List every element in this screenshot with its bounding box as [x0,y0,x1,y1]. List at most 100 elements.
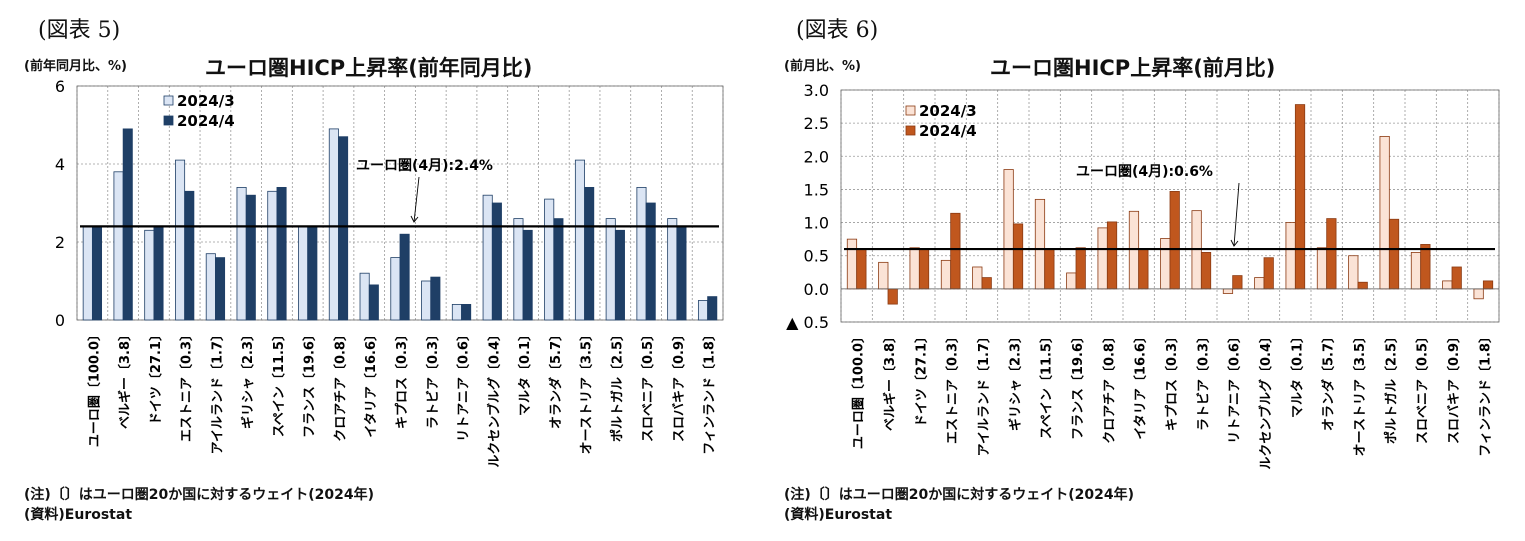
bar-2024-4 [584,186,595,321]
bar-2024-4 [1263,257,1274,290]
reference-arrow-head [1230,239,1239,247]
bar-2024-4 [245,194,256,321]
bar-2024-4 [430,276,441,321]
bar-2024-4 [1420,244,1431,290]
x-tick-label: ラトビア〔0.3〕 [425,328,441,429]
y-tick-label: 0.0 [804,280,829,299]
bar-2024-4 [1012,223,1024,290]
x-tick-label: ユーロ圏〔100.0〕 [86,328,102,447]
x-tick-label: リトアニア〔0.6〕 [1227,330,1243,444]
x-tick-label: クロアチア〔0.8〕 [332,328,348,442]
unit-label: (前年同月比、%) [24,59,127,74]
bar-2024-3 [1473,288,1484,300]
legend-swatch [163,115,174,126]
x-tick-label: スロバキア〔0.9〕 [1446,330,1462,444]
legend-swatch [905,105,916,116]
bar-2024-3 [1379,135,1390,290]
x-tick-label: スロベニア〔0.5〕 [640,328,656,442]
bar-2024-4 [1482,280,1494,290]
x-tick-label: フィンランド〔1.8〕 [702,328,718,455]
x-tick-label: オランダ〔5.7〕 [1321,330,1337,431]
x-tick-label: エストニア〔0.3〕 [945,330,961,444]
bar-2024-4 [91,225,103,321]
bar-2024-4 [1232,275,1243,290]
bar-2024-3 [1222,288,1234,294]
x-tick-label: マルタ〔0.1〕 [517,328,533,416]
x-tick-label: ルクセンブルグ〔0.4〕 [1258,330,1274,470]
legend-label: 2024/4 [177,112,235,130]
x-tick-label: フランス〔19.6〕 [1070,330,1086,440]
bar-2024-3 [205,253,216,321]
x-tick-label: ベルギー〔3.8〕 [882,330,898,431]
x-tick-label: ポルトガル〔2.5〕 [1383,330,1399,444]
bar-2024-4 [276,186,287,321]
x-tick-label: ラトビア〔0.3〕 [1195,330,1211,431]
bar-2024-3 [972,266,983,290]
y-tick-label: 2 [55,233,65,252]
bar-2024-4 [707,296,718,321]
bar-2024-4 [1106,221,1118,290]
bar-2024-3 [1066,272,1077,290]
bar-2024-3 [144,229,155,321]
x-tick-label: オランダ〔5.7〕 [548,328,564,429]
bar-2024-4 [215,257,226,321]
x-tick-label: イタリア〔16.6〕 [1133,330,1149,440]
bar-2024-3 [421,280,432,321]
x-tick-label: クロアチア〔0.8〕 [1101,330,1117,444]
bar-2024-3 [1254,277,1265,290]
bar-2024-4 [1388,218,1400,290]
y-tick-label: 4 [55,155,65,174]
chart-svg-left: 0 2 4 6 ユーロ圏(4月):2.4% 2024/3 2024/4 ユーロ圏〔100.0〕… [55,77,724,468]
bar-2024-4 [153,225,164,321]
bar-2024-3 [1034,198,1046,290]
x-tick-label: スロバキア〔0.9〕 [671,328,687,442]
figure-label: (図表 5) [38,18,121,43]
x-tick-label: ベルギー〔3.8〕 [117,328,133,429]
bar-2024-3 [1285,222,1296,290]
bar-2024-3 [513,218,524,321]
bar-2024-3 [298,225,309,321]
x-tick-label: オーストリア〔3.5〕 [1352,330,1368,456]
bar-2024-3 [482,194,493,321]
x-tick-label: ルクセンブルグ〔0.4〕 [486,328,502,468]
plot-frame [840,89,1500,323]
y-tick-label: 1.0 [804,214,829,233]
x-tick-label: ギリシャ〔2.3〕 [1007,330,1023,431]
x-tick-label: ギリシャ〔2.3〕 [240,328,256,429]
bar-2024-3 [544,198,555,321]
x-tick-label: オーストリア〔3.5〕 [579,328,595,454]
bar-2024-4 [307,225,318,321]
x-tick-label: イタリア〔16.6〕 [363,328,379,438]
y-tick-label: 0 [55,311,65,330]
y-tick-label: 6 [55,77,65,96]
bar-2024-3 [846,238,858,290]
bar-2024-3 [451,303,462,321]
y-tick-label: 0.5 [804,247,829,266]
reference-arrow [1233,182,1240,247]
reference-line-label: ユーロ圏(4月):0.6% [1076,164,1213,180]
bar-2024-3 [605,218,616,321]
bar-2024-3 [1160,238,1171,290]
bar-2024-3 [1003,169,1014,290]
x-tick-label: ユーロ圏〔100.0〕 [851,330,867,449]
bar-2024-4 [981,277,992,290]
bar-2024-3 [667,218,678,321]
bar-2024-4 [1326,218,1337,290]
bar-2024-4 [676,225,687,321]
bar-2024-4 [399,233,410,321]
x-tick-label: ドイツ〔27.1〕 [148,328,164,425]
bar-2024-4 [491,202,502,321]
reference-arrow-head [410,215,419,223]
bar-2024-4 [122,128,133,321]
bar-2024-4 [1138,248,1149,290]
bar-2024-4 [856,248,867,290]
chart-svg-right: 3.0 2.5 2.0 1.5 1.0 0.5 0.0 ▲ 0.5 ユーロ圏(4月):0.6% 2… [786,81,1500,470]
bar-2024-4 [1451,266,1462,290]
bar-2024-4 [645,202,656,321]
source-text: (資料)Eurostat [24,507,133,523]
legend-label: 2024/3 [919,102,977,120]
bar-2024-3 [175,159,186,321]
y-tick-label: 2.5 [804,114,829,133]
bar-2024-3 [940,259,952,290]
bar-2024-3 [82,225,93,321]
